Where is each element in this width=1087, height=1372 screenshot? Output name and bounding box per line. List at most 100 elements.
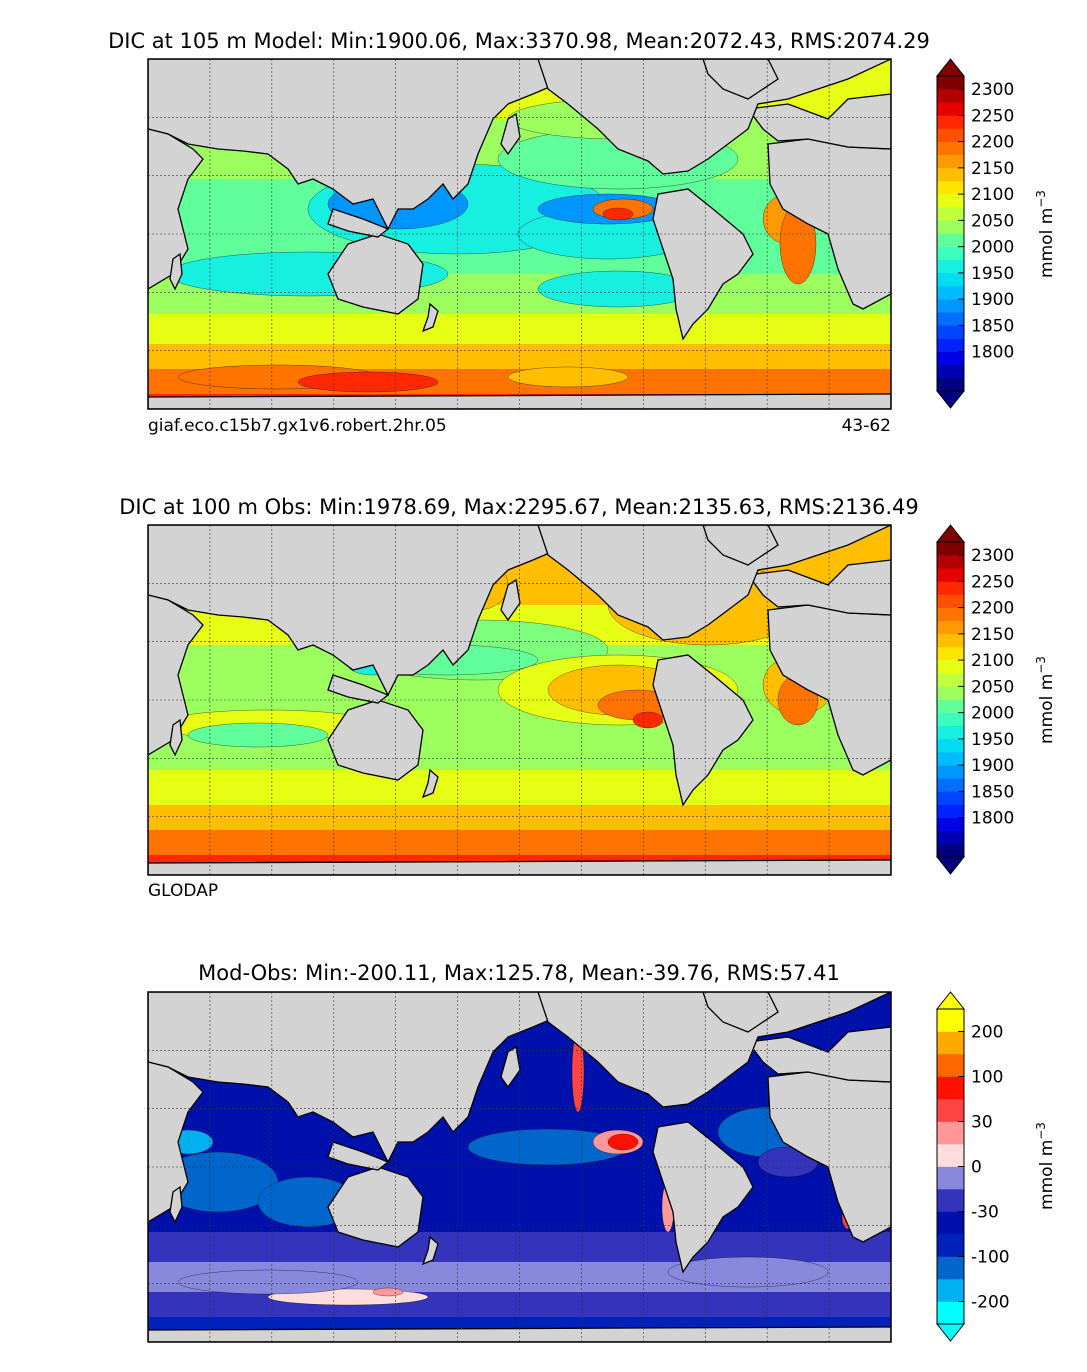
land-indonesia — [327, 208, 390, 238]
colorbar-band — [937, 167, 964, 182]
colorbar-band — [937, 699, 964, 713]
land-africa1 — [148, 1061, 204, 1223]
colorbar-band — [937, 233, 964, 247]
land-namerica — [537, 992, 891, 1108]
colorbar-band — [937, 1166, 964, 1190]
panel-2-footer-left: GLODAP — [148, 881, 218, 901]
land-indonesia — [327, 1141, 390, 1171]
colorbar-tick-label: 2200 — [971, 599, 1014, 619]
colorbar-band — [937, 647, 964, 661]
field-contour — [297, 371, 439, 393]
colorbar-tick-label: 2100 — [971, 185, 1014, 205]
panel-1-map — [148, 59, 891, 409]
land-greenland — [702, 59, 779, 100]
colorbar-band — [937, 259, 964, 274]
colorbar-tick-label: 1950 — [971, 730, 1014, 750]
colorbar-band — [937, 738, 964, 753]
panel-2-colorbar: 2300 2250 2200 2150 2100 2050 2000 1950 1900 1850… — [935, 524, 1014, 875]
colorbar-band — [937, 620, 964, 635]
colorbar-band — [937, 181, 964, 195]
colorbar-tick-label: 2000 — [971, 704, 1014, 724]
land-japan — [500, 578, 521, 622]
colorbar-tick-label: 2100 — [971, 651, 1014, 671]
colorbar-tick-label: 2250 — [971, 572, 1014, 592]
land-australia — [327, 233, 424, 315]
colorbar-tick-label: -100 — [971, 1248, 1010, 1268]
colorbar-tick-label: 1800 — [971, 809, 1014, 829]
panel-3-map — [148, 992, 891, 1342]
colorbar-tick-label: 2200 — [971, 133, 1014, 153]
land-madagascar — [169, 1185, 183, 1224]
colorbar-band — [937, 338, 964, 352]
field-contour — [177, 1269, 359, 1295]
land-greenland — [702, 525, 779, 566]
colorbar-band — [937, 1234, 964, 1257]
colorbar-band — [937, 1099, 964, 1122]
colorbar-band — [937, 686, 964, 700]
field-contour — [187, 722, 329, 748]
colorbar-frame — [936, 541, 965, 858]
colorbar-band — [937, 660, 964, 674]
land-japan — [500, 112, 521, 156]
colorbar-tick-label: 200 — [971, 1023, 1003, 1043]
colorbar-band — [937, 594, 964, 608]
colorbar-tick-label: 100 — [971, 1068, 1003, 1088]
panel-1-colorbar-label: mmol m−3 — [1034, 190, 1057, 278]
land-africa1 — [148, 128, 204, 290]
colorbar-band — [937, 673, 964, 687]
colorbar-tick-label: -30 — [971, 1203, 999, 1223]
land-namerica — [537, 525, 891, 641]
colorbar-band — [937, 1009, 964, 1032]
colorbar-band — [937, 128, 964, 142]
land-nz — [421, 302, 439, 333]
field-contour — [602, 207, 634, 221]
colorbar-tick-label: 2150 — [971, 159, 1014, 179]
land-europe — [746, 1026, 891, 1083]
land-samerica — [652, 1121, 754, 1274]
panel-2-map — [148, 525, 891, 875]
land-japan — [500, 1045, 521, 1089]
colorbar-band — [937, 102, 964, 116]
colorbar-extend-min — [935, 856, 966, 875]
colorbar-band — [937, 89, 964, 103]
colorbar-band — [937, 1121, 964, 1145]
colorbar-band — [937, 272, 964, 287]
colorbar-band — [937, 1256, 964, 1280]
colorbar-tick-label: 2300 — [971, 80, 1014, 100]
colorbar-tick-label: -200 — [971, 1293, 1010, 1313]
field-contour — [507, 366, 629, 388]
colorbar-band — [937, 607, 964, 622]
colorbar-band — [937, 1054, 964, 1077]
colorbar-band — [937, 1076, 964, 1100]
colorbar-extend-max — [935, 991, 966, 1010]
colorbar-band — [937, 725, 964, 740]
land-nz — [421, 768, 439, 799]
colorbar-band — [937, 542, 964, 556]
colorbar-band — [937, 220, 964, 234]
colorbar-band — [937, 1211, 964, 1235]
colorbar-band — [937, 325, 964, 339]
colorbar-band — [937, 581, 964, 595]
colorbar-band — [937, 1031, 964, 1055]
land-samerica — [652, 188, 754, 341]
field-contour — [372, 1287, 404, 1297]
land-africa1 — [148, 594, 204, 756]
colorbar-band — [937, 299, 964, 313]
land-indonesia — [327, 674, 390, 704]
colorbar-tick-label: 2300 — [971, 546, 1014, 566]
panel-1-footer-right: 43-62 — [842, 416, 891, 436]
colorbar-band — [937, 351, 964, 366]
colorbar-band — [937, 568, 964, 582]
colorbar-tick-label: 1850 — [971, 316, 1014, 336]
panel-1-title: DIC at 105 m Model: Min:1900.06, Max:337… — [108, 29, 930, 53]
panel-3-map-frame — [147, 991, 892, 1343]
colorbar-extend-min — [935, 1323, 966, 1342]
colorbar-tick-label: 2250 — [971, 106, 1014, 126]
colorbar-frame — [936, 75, 965, 392]
colorbar-band — [937, 312, 964, 326]
land-europe — [746, 559, 891, 616]
colorbar-band — [937, 712, 964, 727]
colorbar-tick-label: 1950 — [971, 264, 1014, 284]
colorbar-band — [937, 830, 964, 845]
